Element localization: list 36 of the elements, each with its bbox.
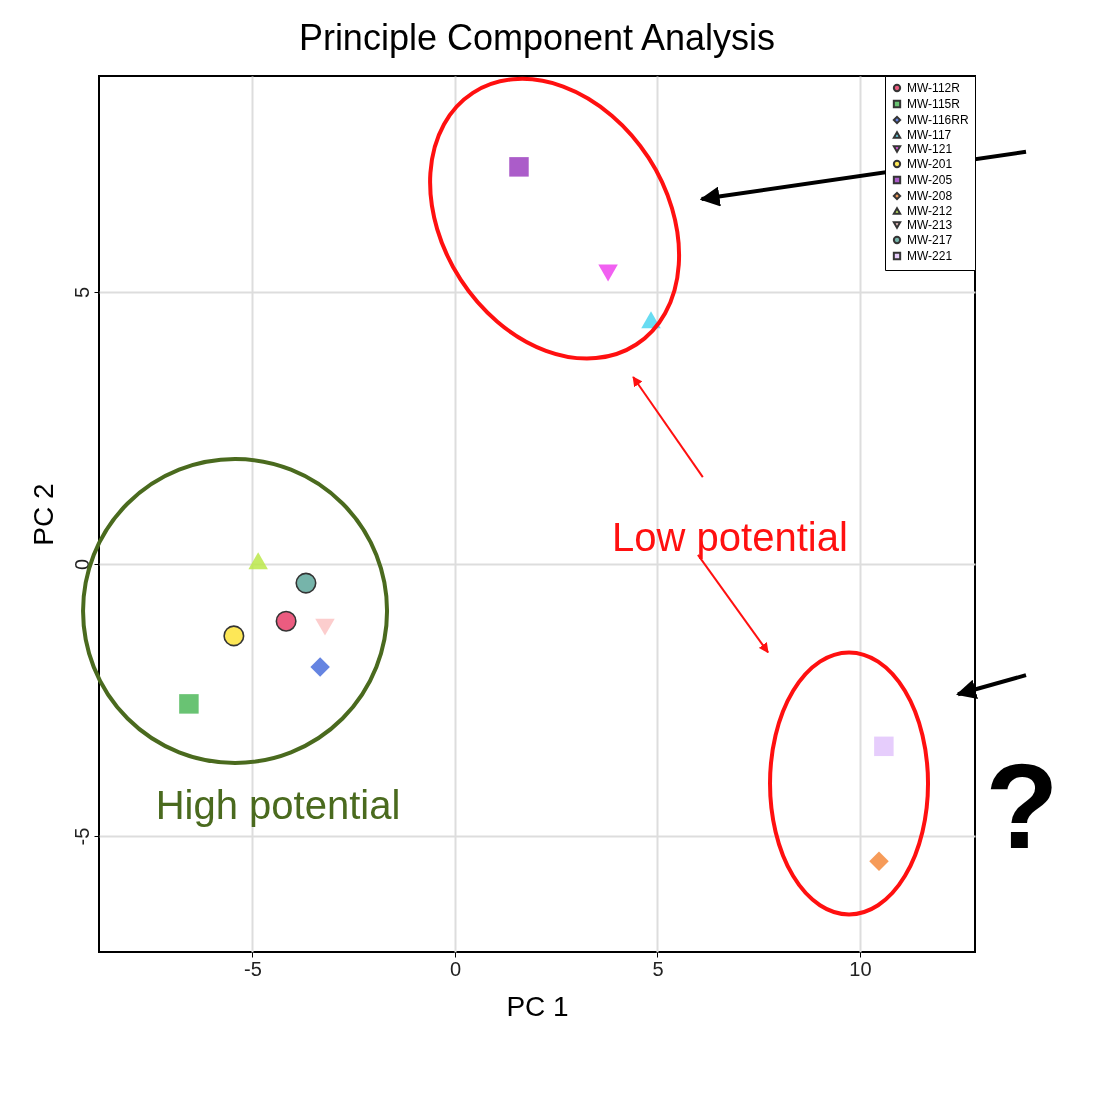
annotation: High potential xyxy=(155,783,401,828)
y-tick-label: -5 xyxy=(70,827,93,846)
annotation: Low potential xyxy=(612,515,848,560)
legend-label: MW-221 xyxy=(907,249,953,263)
legend-label: MW-213 xyxy=(907,218,953,232)
legend-label: MW-208 xyxy=(907,189,953,203)
x-tick-label: 0 xyxy=(449,957,462,980)
legend-label: MW-117 xyxy=(907,128,952,142)
x-axis-title: PC 1 xyxy=(506,990,569,1022)
point xyxy=(223,625,245,647)
point xyxy=(248,552,268,570)
point xyxy=(509,157,529,177)
point xyxy=(295,572,317,594)
legend-label: MW-201 xyxy=(907,157,953,171)
point xyxy=(310,657,330,677)
legend-label: MW-212 xyxy=(907,204,953,218)
y-tick-label: 5 xyxy=(70,286,93,299)
x-tick-label: 5 xyxy=(652,957,664,980)
text: ? xyxy=(985,739,1059,874)
point xyxy=(598,264,618,282)
legend-label: MW-116RR xyxy=(907,113,969,127)
point xyxy=(179,694,199,714)
legend-label: MW-112R xyxy=(907,81,961,95)
legend-label: MW-115R xyxy=(907,97,961,111)
point xyxy=(315,618,335,636)
point xyxy=(874,736,894,757)
point xyxy=(869,851,889,871)
chart-title: Principle Component Analysis xyxy=(298,16,776,58)
point xyxy=(275,610,297,632)
x-tick-label: -5 xyxy=(244,957,262,980)
legend-label: MW-121 xyxy=(907,142,953,156)
y-tick-label: 0 xyxy=(70,558,93,571)
x-tick-label: 10 xyxy=(849,957,872,980)
legend-label: MW-205 xyxy=(907,173,953,187)
legend-label: MW-217 xyxy=(907,233,953,247)
y-axis-title: PC 2 xyxy=(27,483,59,546)
